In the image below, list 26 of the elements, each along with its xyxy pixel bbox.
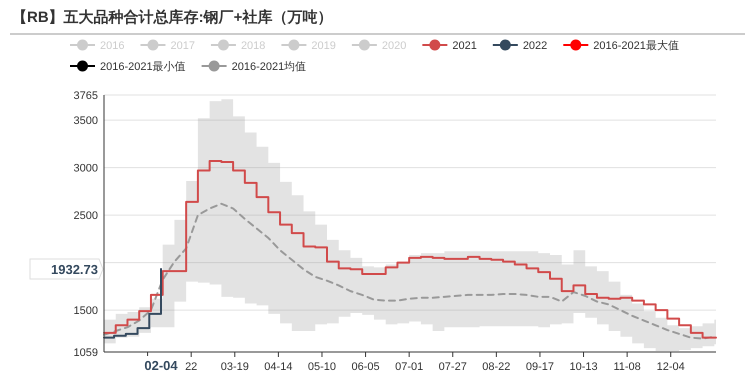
- y-tick-label: 1500: [74, 305, 98, 318]
- x-tick-label: 11-08: [613, 361, 641, 373]
- x-tick-label: 07-01: [395, 361, 424, 373]
- x-tick-label: 10-13: [569, 361, 598, 373]
- x-tick-label: 22: [185, 361, 198, 373]
- y-tick-label: 2500: [74, 210, 98, 222]
- x-tick-label: 02-04: [144, 358, 178, 373]
- x-tick-label: 09-17: [526, 361, 554, 373]
- y-tick-label: 1932.73: [51, 262, 98, 278]
- x-tick-label: 08-22: [482, 361, 510, 373]
- y-tick-label: 3500: [74, 115, 98, 128]
- legend-label: 2016-2021最大值: [593, 39, 679, 52]
- legend-label: 2022: [522, 40, 548, 52]
- x-tick-label: 03-19: [220, 361, 249, 373]
- y-tick-label: 1059: [74, 347, 98, 359]
- legend-label: 2016-2021均值: [232, 61, 306, 73]
- y-tick-label: 3765: [74, 90, 98, 102]
- legend-label: 2021: [452, 40, 477, 52]
- chart-title: 【RB】五大品种合计总库存:钢厂+社库（万吨）: [12, 8, 332, 26]
- x-tick-label: 04-14: [264, 361, 292, 373]
- y-tick-label: 3000: [74, 162, 98, 175]
- x-tick-label: 06-05: [351, 361, 380, 373]
- legend-label: 2016-2021最小值: [100, 60, 186, 73]
- x-tick-label: 05-10: [308, 361, 336, 373]
- x-tick-label: 07-27: [438, 361, 467, 373]
- x-tick-label: 12-04: [656, 361, 685, 373]
